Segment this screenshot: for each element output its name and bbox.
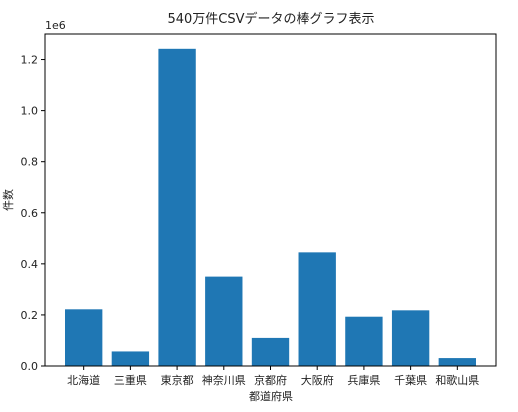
x-tick-label: 北海道 <box>67 373 100 387</box>
y-axis-label: 件数 <box>2 189 15 211</box>
bars <box>65 48 476 366</box>
y-tick-label: 0.2 <box>21 309 39 322</box>
y-tick-label: 0.6 <box>21 207 39 220</box>
bar <box>251 337 290 366</box>
y-tick-label: 1.2 <box>21 54 39 67</box>
x-tick-label: 兵庫県 <box>347 373 380 387</box>
x-tick-label: 京都府 <box>254 373 287 387</box>
bar <box>205 276 243 366</box>
y-axis-ticks: 0.0 0.2 0.4 0.6 0.8 1.0 1.2 <box>21 54 45 373</box>
x-tick-label: 和歌山県 <box>435 373 479 387</box>
x-tick-label: 三重県 <box>114 373 147 387</box>
x-tick-label: 東京都 <box>161 373 194 387</box>
chart-title: 540万件CSVデータの棒グラフ表示 <box>167 11 374 27</box>
y-tick-label: 0.8 <box>21 156 39 169</box>
x-axis-ticks: 北海道 三重県 東京都 神奈川県 京都府 大阪府 兵庫県 千葉県 和歌山県 <box>67 366 479 387</box>
y-tick-label: 1.0 <box>21 105 39 118</box>
bar <box>298 252 336 366</box>
x-tick-label: 千葉県 <box>394 373 427 387</box>
x-tick-label: 神奈川県 <box>202 373 246 387</box>
bar <box>158 48 196 366</box>
bar <box>111 351 150 366</box>
bar <box>391 310 430 366</box>
x-axis-label: 都道府県 <box>249 389 293 403</box>
x-tick-label: 大阪府 <box>301 373 334 387</box>
y-tick-label: 0.0 <box>21 360 39 373</box>
y-tick-label: 0.4 <box>21 258 39 271</box>
bar <box>438 358 476 366</box>
bar <box>345 316 383 366</box>
y-offset-label: 1e6 <box>45 19 66 32</box>
bar <box>65 309 103 366</box>
plot-frame <box>44 33 497 367</box>
